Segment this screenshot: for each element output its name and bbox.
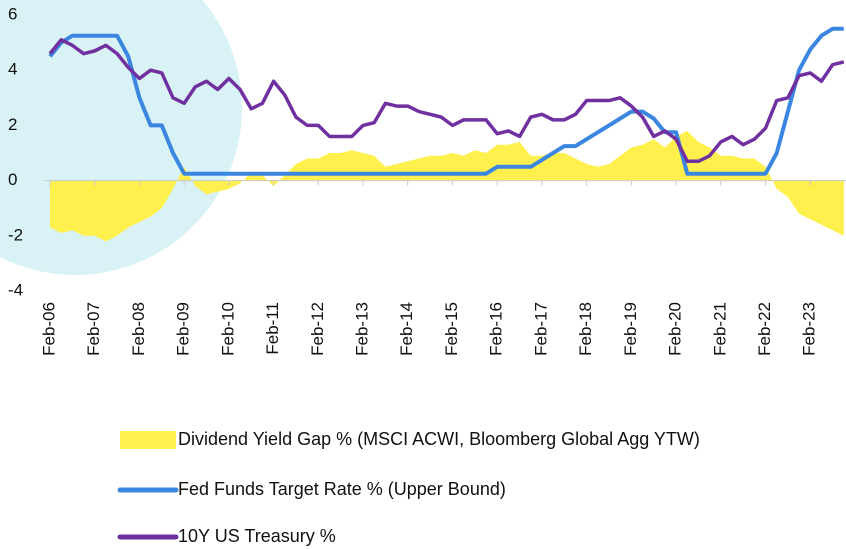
x-tick-label: Feb-07 (84, 302, 103, 356)
x-tick-label: Feb-23 (800, 302, 819, 356)
y-tick-label: -2 (8, 225, 23, 244)
x-tick-label: Feb-20 (666, 302, 685, 356)
y-tick-label: 0 (8, 170, 17, 189)
y-tick-label: -4 (8, 280, 23, 299)
y-tick-label: 6 (8, 4, 17, 23)
y-tick-label: 4 (8, 60, 17, 79)
x-tick-label: Feb-06 (39, 302, 58, 356)
line (48, 38, 845, 164)
x-tick-label: Feb-19 (621, 302, 640, 356)
x-tick-label: Feb-16 (487, 302, 506, 356)
x-tick-label: Feb-09 (174, 302, 193, 356)
x-tick-label: Feb-21 (710, 302, 729, 356)
x-tick-label: Feb-14 (397, 302, 416, 356)
legend-label: 10Y US Treasury % (178, 526, 336, 546)
x-tick-label: Feb-11 (263, 302, 282, 355)
x-tick-label: Feb-10 (218, 302, 237, 356)
x-tick-label: Feb-12 (308, 302, 327, 356)
y-tick-label: 2 (8, 115, 17, 134)
x-tick-label: Feb-17 (531, 302, 550, 356)
x-tick-label: Feb-22 (755, 302, 774, 356)
x-tick-label: Feb-08 (129, 302, 148, 356)
x-tick-label: Feb-13 (353, 302, 372, 356)
legend-swatch (120, 431, 176, 449)
x-tick-label: Feb-18 (576, 302, 595, 356)
line (48, 26, 844, 176)
legend-label: Fed Funds Target Rate % (Upper Bound) (178, 479, 506, 499)
legend-label: Dividend Yield Gap % (MSCI ACWI, Bloombe… (178, 429, 700, 449)
x-tick-label: Feb-15 (442, 302, 461, 356)
area (50, 130, 844, 242)
